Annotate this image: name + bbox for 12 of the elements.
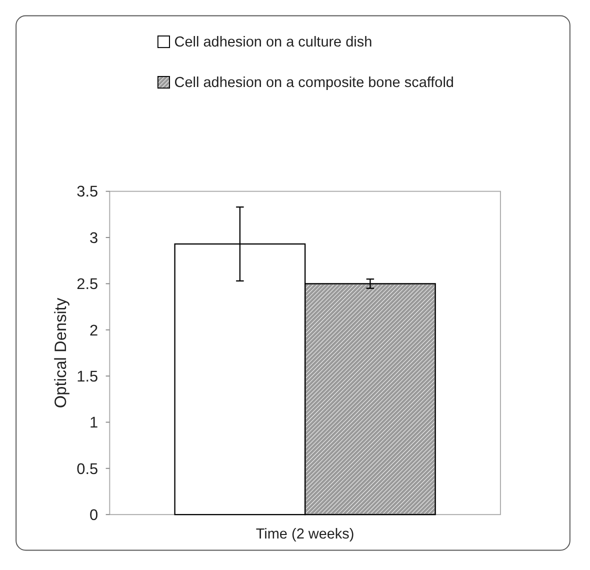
legend-label: Cell adhesion on a composite bone scaffold	[174, 75, 454, 92]
y-tick-label: 1.5	[76, 368, 98, 386]
y-axis-title: Optical Density	[52, 297, 70, 408]
y-tick-label: 0.5	[76, 460, 98, 478]
y-tick-label: 2.5	[76, 276, 98, 294]
y-tick-label: 0	[90, 506, 98, 524]
y-tick-label: 3.5	[76, 184, 98, 201]
y-tick-label: 1	[90, 414, 98, 432]
legend-label: Cell adhesion on a culture dish	[174, 34, 372, 51]
y-tick-label: 2	[90, 322, 98, 340]
x-axis-title: Time (2 weeks)	[256, 526, 354, 543]
y-tick-label: 3	[90, 230, 98, 247]
